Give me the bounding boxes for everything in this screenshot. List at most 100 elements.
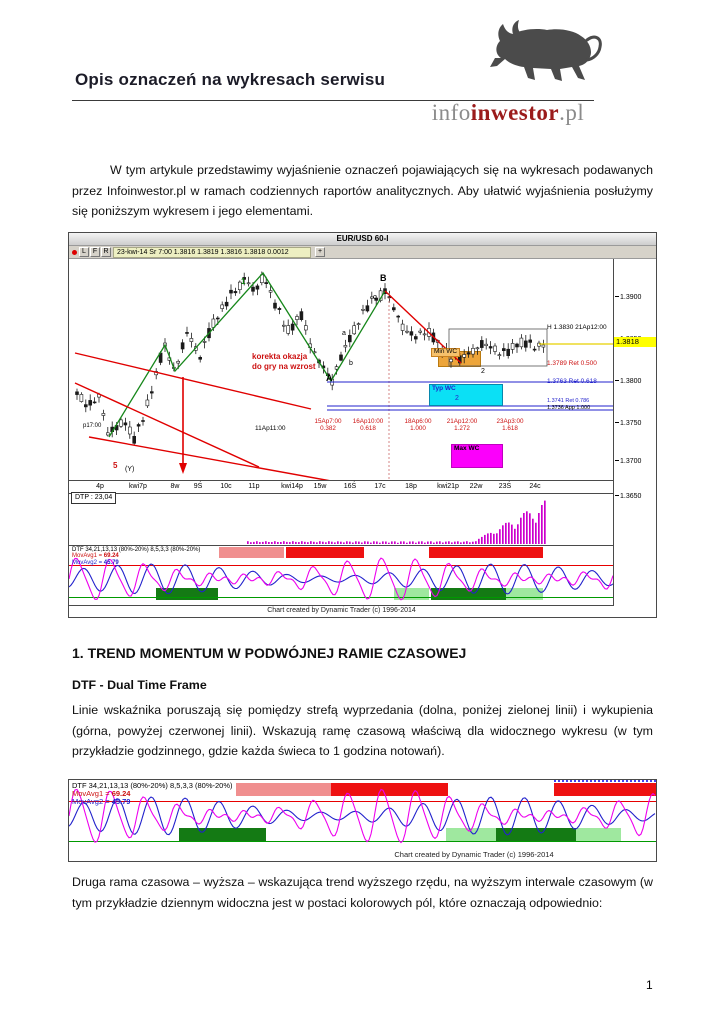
logo-part-inwestor: inwestor	[470, 100, 560, 125]
typ-wc-label: Typ WC	[432, 385, 456, 392]
trendline-upper	[74, 352, 312, 410]
typ-wc-zone	[429, 384, 503, 406]
time-cycle-label: 15Ap7:00 0.382	[315, 418, 342, 432]
x-axis-label: 4p	[96, 483, 104, 490]
dtf-panel-bottom-border	[69, 605, 614, 606]
oversold-zone-weak	[446, 828, 496, 841]
time-cycle-ratio: 1.618	[502, 425, 518, 432]
wave-label-5: 5	[113, 461, 118, 470]
max-wc-zone	[451, 444, 503, 468]
dtf-settings-block: DTF 34,21,13,13 (80%-20%) 8,5,3,3 (80%-2…	[72, 547, 200, 566]
x-axis-label: kwi7p	[129, 483, 147, 490]
price-axis-label: 1.3700	[615, 458, 641, 465]
main-chart-figure: EUR/USD 60-I L F R 23-kwi-14 Śr 7:00 1.3…	[68, 232, 657, 618]
x-axis-label: 15w	[313, 483, 327, 490]
dtf-subheading: DTF - Dual Time Frame	[72, 678, 207, 692]
x-axis-label: 16Ś	[343, 483, 357, 490]
wave-label-Y: (Y)	[125, 466, 135, 473]
dotted-top-line	[554, 780, 656, 782]
price-axis-label: 1.3900	[615, 294, 641, 301]
chart-toolbar: L F R 23-kwi-14 Śr 7:00 1.3816 1.3819 1.…	[69, 246, 656, 259]
momentum-arrow-head	[179, 463, 187, 474]
movavg2-name: MovAvg2 =	[72, 796, 110, 806]
current-price-badge: 1.3818	[614, 337, 656, 347]
higher-timeframe-paragraph: Druga rama czasowa – wyższa – wskazująca…	[72, 875, 653, 910]
consolidation-box	[448, 328, 548, 367]
wave-label-2: 2	[481, 368, 485, 375]
ohlc-readout: 23-kwi-14 Śr 7:00 1.3816 1.3819 1.3816 1…	[113, 247, 311, 258]
wave-label-1: 1	[241, 277, 246, 286]
time-cycle-date: 23Ap3:00	[496, 418, 524, 425]
oversold-zone-weak-2	[576, 828, 621, 841]
oversold-zone-strong-2	[496, 828, 576, 841]
time-cycle-label: 16Ap10:00 0.618	[353, 418, 383, 432]
page-number: 1	[646, 978, 653, 992]
toolbar-button-l: L	[79, 247, 89, 257]
movavg1-label: MovAvg1 = 69.24	[72, 788, 233, 798]
overbought-zone-weak	[219, 547, 284, 558]
max-wc-label: Max WC	[454, 445, 480, 452]
time-label-plain: 11Ap11:00	[255, 425, 286, 432]
chart-credit: Chart created by Dynamic Trader (c) 1996…	[394, 850, 554, 859]
movavg1-value: 69.24	[111, 788, 131, 798]
movavg2-name: MovAvg2 =	[72, 559, 103, 566]
movavg1-value: 69.24	[103, 553, 119, 560]
x-axis-label: 9Ś	[193, 483, 203, 490]
swing-label-a: a	[342, 330, 346, 337]
x-axis-label: 24c	[529, 483, 541, 490]
dtf2-settings-block: DTF 34,21,13,13 (80%-20%) 8,5,3,3 (80%-2…	[72, 782, 233, 806]
time-cycle-ratio: 1.272	[454, 425, 470, 432]
title-underline	[72, 100, 594, 101]
swing-line	[108, 271, 386, 438]
wave-label-A: A	[326, 373, 333, 383]
time-cycle-date: 18Ap6:00	[404, 418, 432, 425]
toolbar-button-f: F	[90, 247, 100, 257]
overbought-line	[69, 565, 614, 566]
dtp-panel-bottom-border	[69, 545, 614, 546]
intro-paragraph: W tym artykule przedstawimy wyjaśnienie …	[72, 163, 653, 219]
dtp-histogram	[247, 500, 546, 544]
min-wc-label: Min WC	[431, 348, 461, 357]
movavg2-value: 45.79	[103, 559, 119, 566]
fib-ret-786-label: 1.3741 Ret 0.786	[547, 398, 590, 404]
logo-part-pl: .pl	[559, 100, 585, 125]
oversold-line	[69, 597, 614, 598]
correction-note-line2: do gry na wzrost	[252, 362, 316, 371]
dtf2-curves	[69, 788, 656, 844]
swing-label-c: c	[373, 294, 377, 301]
trend-lines-layer	[69, 271, 613, 481]
typ-wc-number: 2	[455, 395, 459, 402]
wave-label-B: B	[380, 273, 387, 283]
dtf-paragraph: Linie wskaźnika poruszają się pomiędzy s…	[72, 703, 653, 759]
time-cycle-ratio: 1.000	[410, 425, 426, 432]
x-axis-row: 4p kwi7p 8w 9Ś 10c 11p kwi14p 15w 16Ś 17…	[69, 481, 614, 493]
time-cycle-label: 23Ap3:00 1.618	[497, 418, 524, 432]
chart-title-bar: EUR/USD 60-I	[69, 233, 656, 246]
section-heading: 1. TREND MOMENTUM W PODWÓJNEJ RAMIE CZAS…	[72, 645, 467, 661]
time-cycle-date: 21Ap12:00	[446, 418, 478, 425]
add-button: +	[315, 247, 325, 257]
x-axis-label: 22w	[469, 483, 483, 490]
time-cycle-label: 21Ap12:00 1.272	[447, 418, 477, 432]
x-axis-label: 10c	[220, 483, 232, 490]
x-axis-label: 23Ś	[498, 483, 512, 490]
time-cycle-ratio: 0.382	[320, 425, 336, 432]
trendline-bottom	[88, 436, 332, 481]
logo-part-info: info	[431, 100, 471, 125]
oversold-line	[69, 841, 656, 842]
fib-ret-500-label: 1.3789 Ret 0.500	[547, 360, 597, 367]
time-cycle-ratio: 0.618	[360, 425, 376, 432]
x-axis-label: 11p	[248, 483, 260, 490]
dtf-settings-text: DTF 34,21,13,13 (80%-20%) 8,5,3,3 (80%-2…	[72, 547, 201, 553]
time-cycle-label: 18Ap6:00 1.000	[405, 418, 432, 432]
movavg1-name: MovAvg1 =	[72, 788, 110, 798]
x-axis-label: 18p	[405, 483, 417, 490]
dtp-panel-top-border	[69, 493, 614, 494]
overbought-zone-strong	[331, 783, 448, 796]
price-axis: 1.3900 1.3850 1.3800 1.3750 1.3700 1.365…	[613, 259, 657, 500]
fib-ret-618-label: 1.3763 Ret 0.618	[547, 378, 597, 385]
dtf1-curves	[69, 557, 613, 601]
dtp-label: DTP : 23,04	[71, 492, 117, 504]
right-divider	[613, 481, 614, 606]
dtf-settings-text: DTF 34,21,13,13 (80%-20%) 8,5,3,3 (80%-2…	[72, 781, 233, 790]
